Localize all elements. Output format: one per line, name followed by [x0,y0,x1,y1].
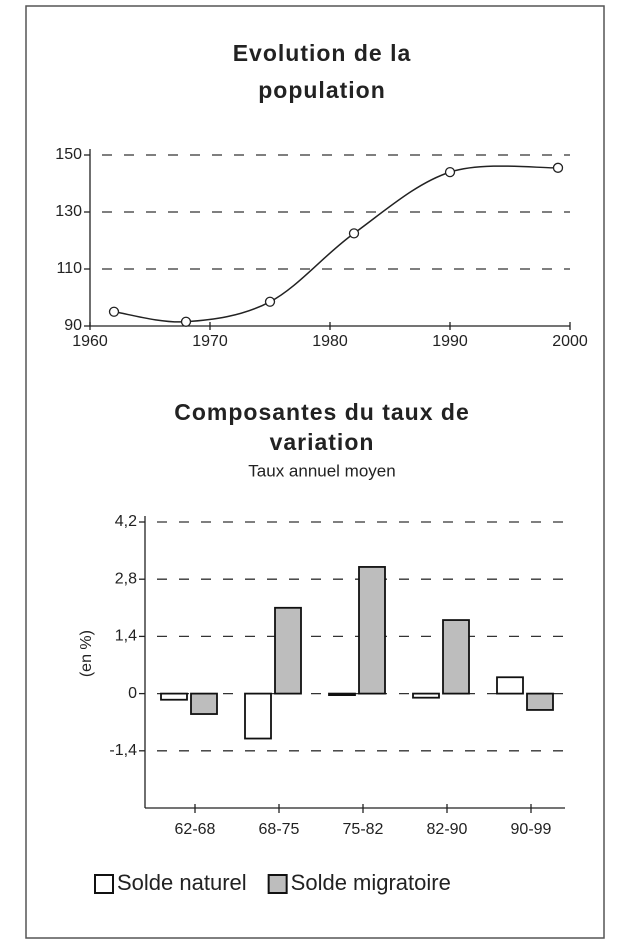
point [348,228,360,239]
x-tick-label: 68-75 [259,821,300,838]
legend-swatch [94,874,114,894]
bar [496,676,524,695]
y-axis-label: (en %) [78,630,95,677]
bar [244,692,272,740]
point [108,306,120,317]
point [552,162,564,173]
x-tick-label: 90-99 [511,821,552,838]
y-tick-label: 1,4 [115,628,137,645]
point [444,166,456,178]
y-tick-label: 90 [64,317,82,334]
x-tick-label: 82-90 [427,821,468,838]
bar [190,692,218,715]
legend-label: Solde migratoire [291,870,451,895]
y-tick-label: 4,2 [115,513,137,530]
bar [358,566,386,695]
point [180,316,192,327]
bar [412,692,440,699]
bar [526,692,554,711]
y-tick-label: 150 [55,146,82,163]
chart-subtitle: Taux annuel moyen [248,461,395,480]
x-tick-label: 75-82 [343,821,384,838]
point [264,296,276,307]
y-tick-label: 0 [128,685,137,702]
x-tick-label: 2000 [552,333,588,350]
y-tick-label: 130 [55,203,82,220]
y-tick-label: 2,8 [115,570,137,587]
bar [442,619,470,695]
x-tick-label: 1970 [192,333,228,350]
y-tick-label: -1,4 [109,742,137,759]
chart-title: population [258,77,386,103]
x-tick-label: 1960 [72,333,108,350]
legend-swatch [267,874,288,894]
legend-label: Solde naturel [117,870,247,895]
chart-title: Composantes du taux de [174,399,469,425]
y-tick-label: 110 [56,260,82,277]
x-tick-label: 1980 [312,333,348,350]
bar [160,692,188,701]
line [113,165,559,323]
chart-title: Evolution de la [233,40,412,66]
bar [274,606,302,695]
bar [328,692,356,696]
chart-title: variation [270,429,375,455]
x-tick-label: 62-68 [175,821,216,838]
frame [25,5,605,939]
x-tick-label: 1990 [432,333,468,350]
